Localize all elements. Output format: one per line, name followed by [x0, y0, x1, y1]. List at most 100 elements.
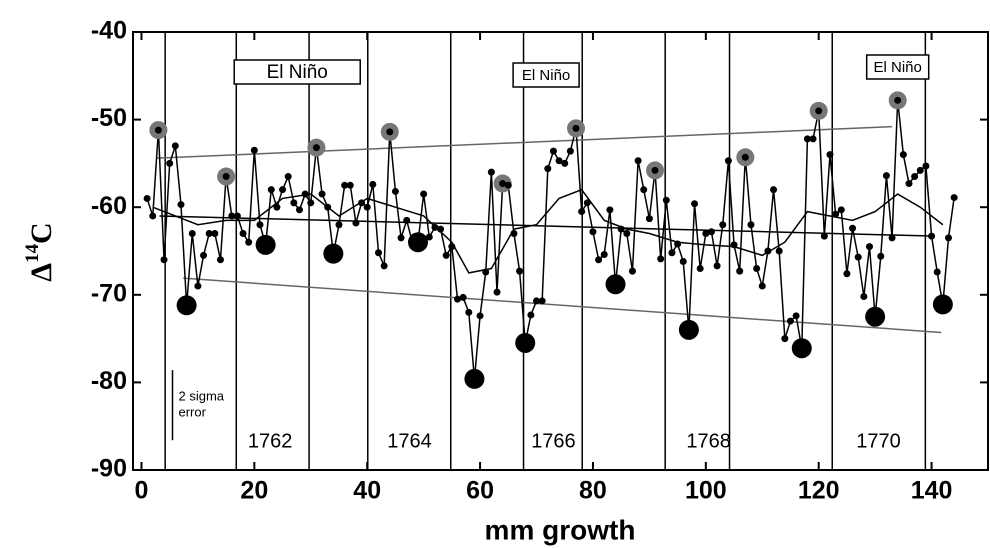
- data-point: [719, 221, 727, 229]
- data-point: [595, 256, 603, 264]
- data-point: [939, 300, 947, 308]
- data-point: [149, 212, 157, 220]
- y-axis-label: Δ14C: [22, 222, 58, 281]
- data-point: [651, 166, 659, 174]
- data-point: [860, 293, 868, 301]
- data-point: [634, 157, 642, 165]
- data-point: [307, 199, 315, 207]
- data-point: [628, 267, 636, 275]
- el-nino-label: El Niño: [267, 62, 328, 83]
- x-tick-label: 0: [135, 477, 149, 505]
- x-tick-label: 40: [353, 477, 381, 505]
- data-point: [832, 210, 840, 218]
- data-point: [702, 229, 710, 237]
- data-point: [786, 317, 794, 325]
- data-point: [476, 312, 484, 320]
- data-point: [397, 234, 405, 242]
- data-point: [228, 212, 236, 220]
- data-point: [425, 233, 433, 241]
- data-point: [662, 196, 670, 204]
- data-point: [324, 203, 332, 211]
- data-point: [335, 221, 343, 229]
- data-point: [724, 157, 732, 165]
- el-nino-label: El Niño: [522, 67, 570, 84]
- data-point: [279, 186, 287, 194]
- data-point: [549, 147, 557, 155]
- data-point: [516, 267, 524, 275]
- data-point: [916, 166, 924, 174]
- data-point: [882, 172, 890, 180]
- year-label: 1768: [686, 430, 731, 452]
- data-point: [555, 157, 563, 165]
- data-point: [290, 199, 298, 207]
- data-point: [499, 180, 507, 188]
- data-point: [171, 142, 179, 150]
- data-point: [358, 199, 366, 207]
- data-point: [911, 173, 919, 181]
- series-line: [152, 188, 944, 274]
- trend-line: [183, 277, 942, 334]
- data-point: [707, 228, 715, 236]
- data-point: [521, 339, 529, 347]
- data-point: [617, 225, 625, 233]
- data-point: [403, 216, 411, 224]
- data-point: [843, 270, 851, 278]
- data-point: [454, 295, 462, 303]
- data-point: [448, 243, 456, 251]
- data-point: [758, 282, 766, 290]
- data-point: [877, 252, 885, 260]
- year-label: 1764: [387, 430, 432, 452]
- data-point: [854, 253, 862, 261]
- data-point: [888, 234, 896, 242]
- data-point: [583, 199, 591, 207]
- x-tick-label: 120: [798, 477, 840, 505]
- data-point: [442, 251, 450, 259]
- data-point: [600, 251, 608, 259]
- data-point: [815, 107, 823, 115]
- data-point: [216, 256, 224, 264]
- data-point: [803, 135, 811, 143]
- data-point: [713, 262, 721, 270]
- data-point: [894, 96, 902, 104]
- data-point: [374, 249, 382, 257]
- data-point: [211, 229, 219, 237]
- data-point: [301, 190, 309, 198]
- data-point: [950, 194, 958, 202]
- y-tick-label: -90: [91, 455, 127, 483]
- error-bar-label: error: [179, 404, 207, 419]
- y-tick-label: -40: [91, 17, 127, 45]
- data-point: [770, 186, 778, 194]
- data-point: [465, 308, 473, 316]
- data-point: [826, 151, 834, 159]
- y-tick-label: -50: [91, 104, 127, 132]
- data-point: [668, 249, 676, 257]
- data-point: [899, 151, 907, 159]
- data-point: [482, 268, 490, 276]
- data-point: [267, 186, 275, 194]
- data-point: [578, 208, 586, 216]
- data-point: [329, 250, 337, 258]
- data-point: [696, 265, 704, 273]
- data-point: [341, 181, 349, 189]
- data-point: [346, 181, 354, 189]
- data-point: [572, 124, 580, 132]
- data-point: [566, 147, 574, 155]
- data-point: [865, 243, 873, 251]
- data-point: [781, 335, 789, 343]
- y-tick-label: -80: [91, 367, 127, 395]
- data-point: [837, 206, 845, 214]
- data-point: [933, 268, 941, 276]
- data-point: [431, 223, 439, 231]
- data-point: [928, 232, 936, 240]
- year-label: 1766: [531, 430, 576, 452]
- year-label: 1762: [248, 430, 293, 452]
- x-axis-label: mm growth: [485, 514, 636, 545]
- data-point: [544, 165, 552, 173]
- data-point: [741, 153, 749, 161]
- trend-line: [159, 215, 935, 237]
- data-point: [177, 201, 185, 209]
- data-point: [262, 241, 270, 249]
- data-point: [730, 241, 738, 249]
- data-point: [222, 173, 230, 181]
